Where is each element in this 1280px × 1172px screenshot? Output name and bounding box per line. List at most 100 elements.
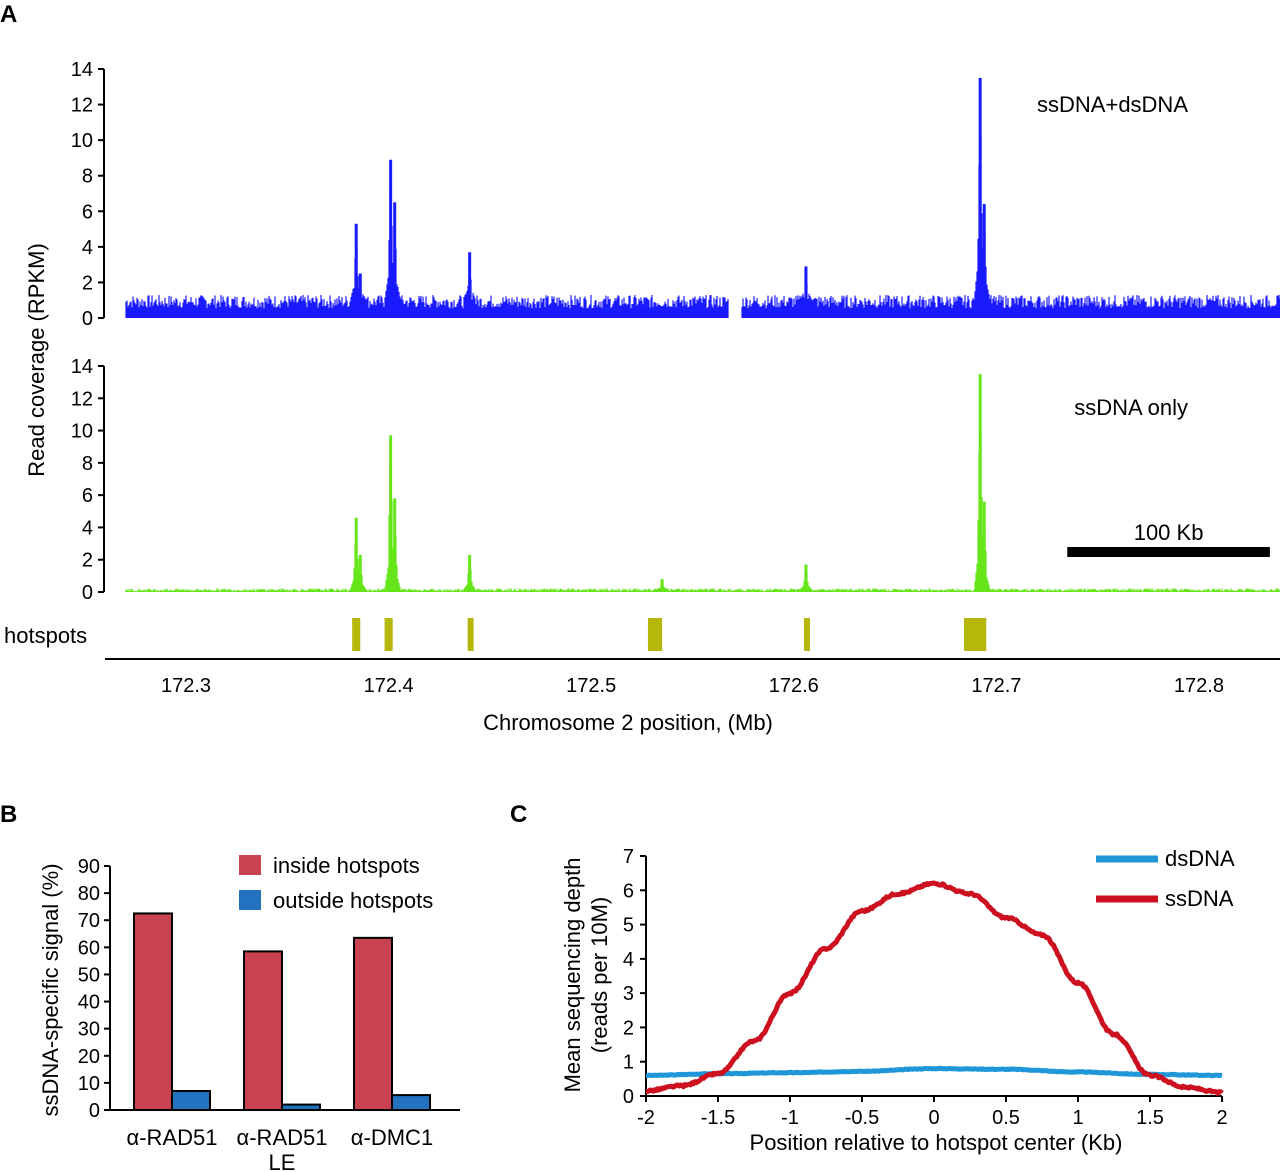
- y-tick-label: 10: [78, 1073, 100, 1095]
- category-label: α-RAD51: [237, 1125, 328, 1150]
- track-ssdna-only-label: ssDNA only: [1074, 395, 1188, 420]
- x-tick-label: 1: [1072, 1107, 1083, 1129]
- y-tick-label: 4: [623, 949, 634, 971]
- panel-c-y-axis-label-line2: (reads per 10M): [587, 897, 612, 1054]
- y-tick-label: 5: [623, 915, 634, 937]
- x-tick-label: -2: [637, 1107, 655, 1129]
- hotspot-block: [647, 618, 663, 651]
- panel-b-bar-chart: ssDNA-specific signal (%) 0 10 20 30 40 50 60 7…: [38, 853, 460, 1172]
- y-tick-label: 1: [623, 1052, 634, 1074]
- legend-swatch: [239, 890, 261, 910]
- y-tick-label: 70: [78, 910, 100, 932]
- track-ssdna-dsdna-label: ssDNA+dsDNA: [1037, 92, 1188, 117]
- y-tick-label: 6: [82, 201, 93, 223]
- panel-c-legend: dsDNA ssDNA: [1096, 846, 1235, 911]
- y-tick-label: 14: [71, 356, 93, 378]
- x-tick-label: -1: [781, 1107, 799, 1129]
- panel-b-legend: inside hotspots outside hotspots: [239, 853, 433, 913]
- panel-c-x-axis-label: Position relative to hotspot center (Kb): [750, 1130, 1123, 1155]
- series-line-dsdna: [644, 1065, 1224, 1079]
- y-tick-label: 4: [82, 517, 93, 539]
- category-label-line2: LE: [269, 1150, 296, 1172]
- y-tick-label: 12: [71, 388, 93, 410]
- y-tick-label: 20: [78, 1046, 100, 1068]
- x-tick-label: -1.5: [701, 1107, 735, 1129]
- panel-c-plot: 0 1 2 3 4 5 6 7 -2 -1.5 -1 -0.5 0 0.5 1 1.5 2: [623, 846, 1228, 1129]
- bar-outside: [171, 1090, 211, 1111]
- y-tick-label: 12: [71, 95, 93, 117]
- y-tick-label: 50: [78, 964, 100, 986]
- y-tick-label: 10: [71, 130, 93, 152]
- x-tick-label: 172.3: [161, 675, 211, 697]
- y-tick-label: 6: [82, 485, 93, 507]
- x-tick-label: -0.5: [845, 1107, 879, 1129]
- y-tick-label: 4: [82, 237, 93, 259]
- bar-outside: [281, 1103, 321, 1111]
- y-tick-label: 30: [78, 1019, 100, 1041]
- x-tick-label: 2: [1216, 1107, 1227, 1129]
- x-tick-label: 0: [928, 1107, 939, 1129]
- legend-label: dsDNA: [1165, 846, 1235, 871]
- scale-bar: 100 Kb: [1067, 520, 1270, 557]
- hotspot-block: [352, 618, 361, 651]
- x-tick-label: 1.5: [1136, 1107, 1164, 1129]
- y-tick-label: 14: [71, 59, 93, 81]
- panel-a-y-axis-label: Read coverage (RPKM): [24, 243, 49, 477]
- category-label: α-DMC1: [351, 1125, 433, 1150]
- x-tick-label: 172.6: [769, 675, 819, 697]
- y-tick-label: 2: [623, 1017, 634, 1039]
- bar-inside: [353, 936, 393, 1111]
- y-tick-label: 2: [82, 272, 93, 294]
- x-tick-label: 172.8: [1174, 675, 1224, 697]
- panel-label-c: C: [510, 801, 527, 828]
- y-tick-label: 8: [82, 166, 93, 188]
- legend-label: outside hotspots: [273, 888, 433, 913]
- panel-a-x-axis: 172.3 172.4 172.5 172.6 172.7 172.8: [105, 658, 1280, 697]
- legend-label: inside hotspots: [273, 853, 420, 878]
- bar-outside: [391, 1094, 431, 1111]
- y-tick-label: 6: [623, 880, 634, 902]
- track-ssdna-only: 0 2 4 6 8 10 12 14: [71, 356, 1280, 604]
- legend-label: ssDNA: [1165, 886, 1234, 911]
- hotspot-block: [384, 618, 393, 651]
- y-tick-label: 80: [78, 883, 100, 905]
- y-tick-label: 0: [82, 308, 93, 330]
- panel-c-y-axis-label-line1: Mean sequencing depth: [560, 858, 585, 1093]
- bar-inside: [133, 912, 173, 1112]
- panel-b-y-axis-label: ssDNA-specific signal (%): [38, 863, 63, 1116]
- y-tick-label: 8: [82, 453, 93, 475]
- y-tick-label: 40: [78, 992, 100, 1014]
- y-tick-label: 0: [623, 1086, 634, 1108]
- panel-label-b: B: [0, 801, 17, 828]
- legend-swatch: [239, 855, 261, 875]
- bar-inside: [243, 950, 283, 1112]
- hotspots-row-label: hotspots: [4, 623, 87, 648]
- hotspot-block: [803, 618, 810, 651]
- x-tick-label: 172.5: [566, 675, 616, 697]
- y-tick-label: 0: [82, 582, 93, 604]
- panel-a-x-axis-label: Chromosome 2 position, (Mb): [483, 710, 773, 735]
- scale-bar-label: 100 Kb: [1134, 520, 1204, 545]
- y-tick-label: 10: [71, 421, 93, 443]
- panel-a-coverage-plot: Read coverage (RPKM) 0 2 4 6 8 10 12 14 0 2 4 6 8 10…: [4, 59, 1280, 735]
- series-line-ssdna: [644, 880, 1224, 1096]
- y-tick-label: 2: [82, 550, 93, 572]
- y-tick-label: 60: [78, 937, 100, 959]
- hotspot-block: [467, 618, 474, 651]
- x-tick-label: 0.5: [992, 1107, 1020, 1129]
- panel-c-line-chart: Mean sequencing depth (reads per 10M) 0 1…: [560, 846, 1235, 1155]
- x-tick-label: 172.4: [364, 675, 414, 697]
- x-tick-label: 172.7: [971, 675, 1021, 697]
- y-tick-label: 90: [78, 856, 100, 878]
- y-tick-label: 0: [89, 1100, 100, 1122]
- hotspot-track: [352, 618, 987, 651]
- y-tick-label: 7: [623, 846, 634, 868]
- y-tick-label: 3: [623, 983, 634, 1005]
- panel-label-a: A: [0, 1, 17, 28]
- track-ssdna-dsdna: 0 2 4 6 8 10 12 14: [71, 59, 1280, 330]
- hotspot-block: [963, 618, 987, 651]
- category-label: α-RAD51: [127, 1125, 218, 1150]
- scale-bar-line: [1067, 547, 1270, 557]
